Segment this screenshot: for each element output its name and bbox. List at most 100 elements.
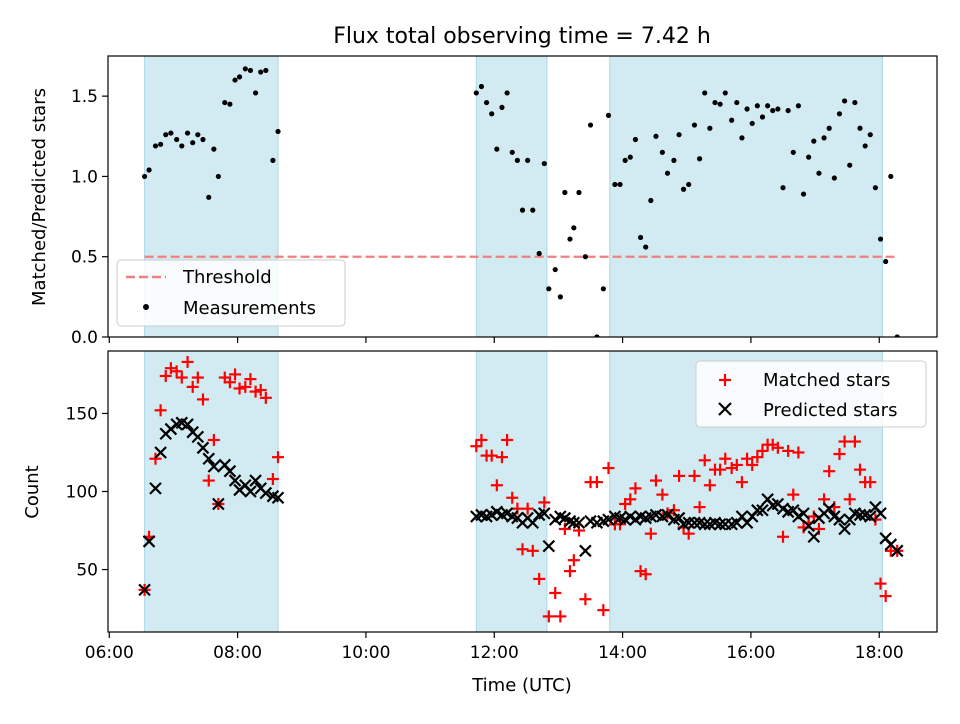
- matched-star-point: [249, 385, 262, 398]
- matched-star-point: [703, 479, 716, 492]
- measurement-point: [676, 132, 682, 138]
- measurement-point: [489, 111, 495, 117]
- matched-star-point: [538, 496, 551, 509]
- matched-star-point: [154, 404, 167, 417]
- matched-star-point: [735, 476, 748, 489]
- top-shaded-interval: [609, 56, 883, 337]
- measurement-point: [664, 170, 671, 176]
- measurement-point: [734, 99, 740, 106]
- x-tick-label: 10:00: [341, 643, 390, 663]
- measurement-point: [190, 140, 196, 146]
- matched-star-point: [191, 371, 204, 384]
- predicted-star-point: [756, 503, 769, 517]
- measurement-point: [587, 122, 594, 128]
- predicted-star-point: [271, 491, 285, 505]
- measurement-point: [842, 98, 848, 104]
- predicted-star-point: [853, 508, 867, 522]
- measurement-point: [263, 67, 269, 74]
- measurement-point: [847, 162, 853, 168]
- measurement-point: [571, 225, 577, 231]
- bottom-y-tick-label: 100: [66, 483, 98, 503]
- bottom-y-axis-label: Count: [22, 465, 43, 518]
- x-axis-label: Time (UTC): [471, 675, 572, 696]
- matched-star-point: [777, 530, 790, 543]
- predicted-star-point: [579, 544, 592, 558]
- measurement-point: [739, 135, 745, 141]
- measurement-point: [483, 99, 490, 106]
- predicted-star-point: [602, 513, 615, 526]
- measurement-point: [525, 157, 531, 163]
- measurement-point: [536, 250, 542, 257]
- matched-star-point: [567, 554, 580, 567]
- measurement-point: [541, 160, 547, 167]
- matched-star-point: [181, 355, 194, 368]
- measurement-point: [270, 157, 276, 163]
- matched-star-point: [864, 476, 877, 489]
- measurement-point: [504, 90, 510, 96]
- measurement-point: [252, 90, 259, 96]
- matched-star-point: [843, 493, 856, 506]
- measurement-point: [158, 141, 164, 147]
- measurement-point: [643, 244, 649, 250]
- matched-star-point: [597, 604, 610, 617]
- predicted-star-point: [688, 516, 701, 530]
- matched-star-point: [698, 454, 711, 467]
- matched-star-point: [196, 393, 209, 406]
- top-legend: Threshold Measurements: [116, 259, 346, 327]
- predicted-star-point: [538, 507, 551, 520]
- measurement-point: [707, 125, 713, 131]
- predicted-star-point: [567, 516, 581, 530]
- measurement-point: [759, 114, 766, 120]
- matched-star-point: [874, 577, 887, 590]
- measurement-point: [530, 207, 536, 213]
- matched-star-point: [239, 380, 252, 393]
- measurement-point: [717, 101, 723, 107]
- measurement-point: [206, 194, 212, 200]
- predicted-star-point: [807, 530, 821, 544]
- predicted-star-point: [833, 513, 846, 526]
- measurement-point: [729, 117, 735, 123]
- predicted-star-point: [138, 583, 151, 597]
- measurement-point: [622, 157, 628, 163]
- predicted-star-point: [542, 539, 556, 553]
- matched-star-point: [741, 452, 754, 465]
- measurement-point: [806, 154, 812, 160]
- predicted-star-point: [572, 516, 586, 530]
- bottom-y-tick-label: 50: [76, 561, 98, 581]
- measurement-point: [894, 334, 900, 337]
- predicted-star-point: [181, 418, 194, 431]
- measurement-point: [612, 181, 618, 188]
- matched-star-point: [506, 491, 519, 504]
- matched-star-point: [719, 452, 732, 465]
- measurement-point: [800, 191, 807, 197]
- predicted-star-point: [223, 464, 237, 478]
- measurement-point: [632, 136, 639, 143]
- matched-star-point: [229, 368, 242, 381]
- measurement-point: [680, 186, 687, 192]
- measurement-point: [215, 173, 221, 180]
- matched-star-point: [730, 458, 743, 471]
- predicted-star-point: [822, 502, 836, 515]
- matched-star-point: [549, 586, 562, 599]
- matched-star-point: [661, 507, 674, 520]
- measurement-point: [826, 125, 832, 131]
- top-y-tick-label: 0.5: [71, 248, 98, 268]
- measurement-point: [552, 266, 558, 273]
- measurement-point: [509, 149, 515, 155]
- measurement-point: [200, 136, 206, 143]
- predicted-star-point: [890, 544, 904, 558]
- bottom-axes: 50 100 150 06:00 08:00 10:00 12:00 14:00 16:00 18…: [66, 350, 938, 663]
- predicted-star-point: [196, 441, 210, 455]
- predicted-star-point: [672, 511, 686, 525]
- measurement-point: [141, 173, 148, 180]
- measurement-point: [872, 185, 879, 191]
- top-axes: 0.0 0.5 1.0 1.5: [71, 55, 938, 348]
- x-tick-label: 12:00: [470, 643, 519, 663]
- top-shaded-interval: [475, 56, 548, 337]
- predicted-star-point: [202, 452, 216, 465]
- measurement-point: [594, 334, 600, 337]
- measurement-point: [514, 157, 520, 163]
- matched-star-point: [159, 369, 172, 382]
- predicted-star-point: [212, 497, 225, 511]
- measurement-point: [780, 185, 786, 191]
